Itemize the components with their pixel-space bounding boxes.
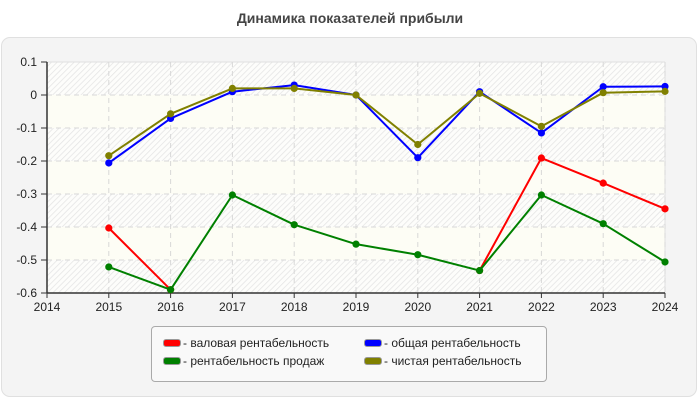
data-point: [599, 220, 607, 228]
legend-item-net-margin: - чистая рентабельность: [364, 354, 521, 368]
x-tick-label: 2018: [281, 300, 308, 314]
legend-swatch-olive: [364, 357, 382, 365]
legend-label: - рентабельность продаж: [183, 354, 325, 368]
data-point: [414, 140, 422, 149]
legend-item-overall-margin: - общая рентабельность: [364, 336, 521, 350]
chart-title: Динамика показателей прибыли: [236, 10, 464, 26]
legend-label: - валовая рентабельность: [183, 336, 330, 350]
series-line: [105, 191, 669, 294]
x-tick-label: 2015: [95, 300, 122, 314]
x-tick-label: 2017: [219, 300, 246, 314]
data-point: [105, 152, 113, 160]
data-point: [105, 159, 113, 167]
chart-legend: - валовая рентабельность - общая рентабе…: [151, 326, 547, 382]
data-point: [599, 179, 607, 187]
x-tick-label: 2016: [157, 300, 184, 314]
y-tick-label: -0.2: [16, 154, 37, 168]
data-point: [476, 266, 484, 275]
legend-label: - общая рентабельность: [384, 336, 521, 350]
data-point: [599, 83, 607, 91]
data-point: [352, 240, 360, 248]
series-line: [105, 84, 669, 160]
y-tick-label: 0.1: [20, 55, 37, 69]
data-point: [537, 122, 546, 130]
data-point: [167, 110, 175, 118]
data-point: [105, 263, 113, 271]
x-tick-label: 2020: [404, 300, 431, 314]
data-point: [228, 191, 236, 199]
data-point: [414, 251, 422, 259]
legend-swatch-red: [163, 339, 181, 347]
legend-item-gross-margin: - валовая рентабельность: [163, 336, 329, 350]
data-point: [661, 87, 669, 95]
data-point: [414, 154, 422, 162]
data-point: [228, 84, 236, 92]
x-tick-label: 2019: [343, 300, 370, 314]
data-point: [476, 89, 484, 97]
data-point: [352, 91, 360, 99]
x-tick-label: 2014: [34, 300, 61, 314]
legend-label: - чистая рентабельность: [384, 354, 522, 368]
data-point: [290, 221, 298, 229]
data-point: [537, 154, 546, 162]
data-point: [537, 129, 546, 137]
data-point: [661, 205, 669, 213]
y-tick-label: -0.4: [16, 220, 37, 234]
legend-swatch-green: [163, 357, 181, 365]
data-point: [105, 224, 113, 232]
legend-swatch-blue: [364, 339, 382, 347]
data-point: [290, 84, 298, 92]
y-tick-label: -0.6: [16, 286, 37, 300]
x-tick-label: 2022: [528, 300, 555, 314]
data-point: [537, 191, 546, 199]
data-point: [661, 258, 669, 266]
data-point: [599, 89, 607, 97]
x-tick-label: 2021: [466, 300, 493, 314]
y-tick-label: -0.5: [16, 253, 37, 267]
data-point: [661, 82, 669, 91]
x-tick-label: 2023: [590, 300, 617, 314]
data-point: [167, 286, 175, 294]
y-tick-label: -0.1: [16, 121, 37, 135]
x-tick-label: 2024: [652, 300, 679, 314]
legend-item-sales-margin: - рентабельность продаж: [163, 354, 324, 368]
y-tick-label: -0.3: [16, 187, 37, 201]
y-tick-label: 0: [30, 88, 37, 102]
